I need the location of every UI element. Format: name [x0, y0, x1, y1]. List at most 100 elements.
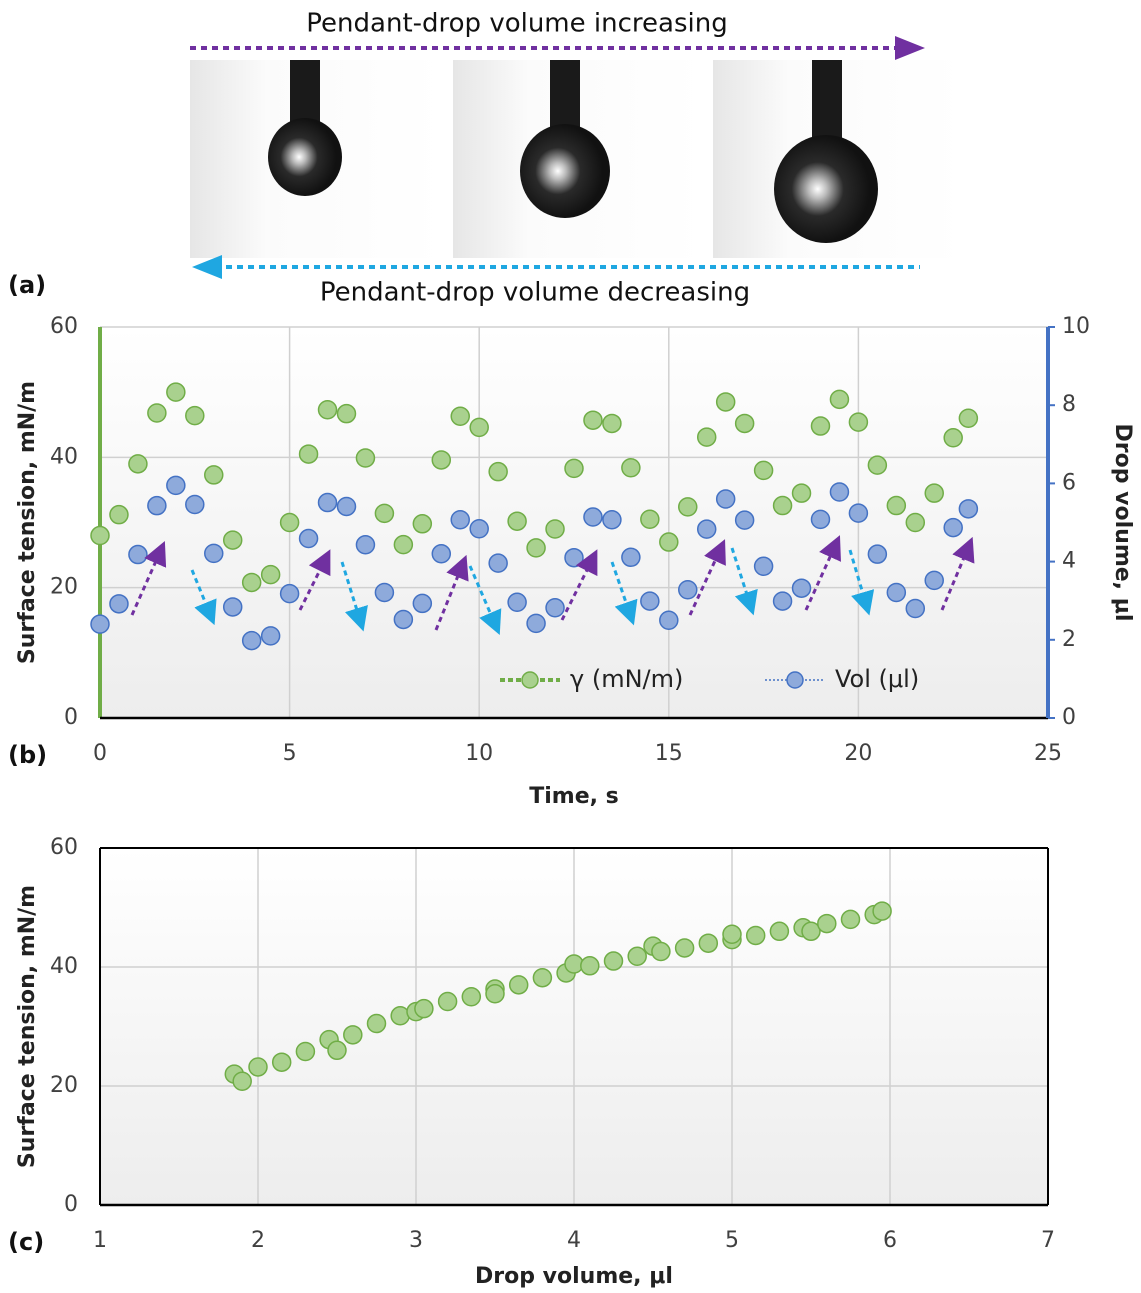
x-tick-label: 20 — [844, 741, 872, 766]
data-point — [696, 519, 717, 539]
data-point — [393, 534, 414, 555]
data-point — [583, 410, 603, 430]
data-point — [943, 428, 963, 448]
y2-tick-label: 2 — [1062, 627, 1076, 652]
data-point — [204, 465, 224, 485]
data-point — [232, 1071, 252, 1091]
data-point — [886, 582, 907, 603]
data-point — [336, 403, 357, 424]
data-point — [772, 495, 793, 516]
y-tick-label: 0 — [64, 705, 78, 730]
data-point — [355, 448, 376, 468]
y-axis-title: Surface tension, mN/m — [15, 885, 40, 1168]
data-point — [848, 503, 869, 523]
data-point — [469, 417, 489, 438]
data-point — [260, 564, 281, 585]
top-text: Pendant-drop volume increasing — [306, 9, 727, 39]
data-point — [791, 578, 812, 598]
data-point — [621, 458, 641, 478]
legend-marker — [786, 671, 804, 689]
y2-tick-label: 10 — [1062, 314, 1090, 339]
data-point — [450, 510, 470, 530]
x-tick-label: 7 — [1041, 1228, 1055, 1253]
arrow — [298, 549, 331, 611]
data-point — [412, 593, 433, 614]
data-point — [772, 591, 793, 611]
data-point — [678, 580, 698, 600]
data-point — [943, 517, 963, 538]
data-point — [431, 450, 452, 470]
data-point — [564, 547, 584, 568]
x-tick-label: 1 — [93, 1228, 107, 1253]
data-point — [128, 544, 148, 565]
data-point — [580, 956, 600, 976]
data-point — [867, 544, 888, 564]
data-point — [298, 444, 319, 464]
data-point — [461, 987, 482, 1007]
data-point — [674, 938, 695, 958]
data-point — [343, 1025, 363, 1045]
data-point — [603, 951, 624, 971]
data-point — [327, 1040, 347, 1061]
y-tick-label: 20 — [50, 1073, 78, 1098]
arrow — [130, 541, 167, 616]
data-point — [488, 461, 508, 482]
arrow — [468, 565, 502, 636]
plot-area — [100, 327, 1048, 718]
data-point — [829, 389, 850, 410]
data-point — [817, 913, 837, 934]
data-point — [769, 921, 790, 942]
data-point — [791, 483, 812, 503]
bottom-text: Pendant-drop volume decreasing — [320, 278, 750, 308]
legend-label: γ (mN/m) — [570, 665, 683, 693]
data-point — [204, 543, 224, 564]
data-point — [640, 591, 660, 611]
drop — [268, 118, 342, 196]
data-point — [241, 572, 262, 593]
y2-tick-label: 4 — [1062, 549, 1076, 574]
trend-arrows — [130, 535, 975, 636]
data-point — [109, 504, 129, 525]
data-point — [753, 460, 774, 481]
data-point — [355, 535, 376, 555]
data-point — [507, 511, 527, 531]
data-point — [745, 925, 766, 946]
y2-tick-label: 6 — [1062, 470, 1076, 495]
data-point — [640, 509, 660, 529]
data-point — [248, 1057, 268, 1077]
data-point — [659, 532, 679, 552]
x-tick-label: 5 — [725, 1228, 739, 1253]
data-point — [602, 510, 622, 530]
y2-tick-label: 0 — [1062, 705, 1076, 730]
data-point — [90, 525, 110, 546]
data-point — [147, 495, 167, 516]
x-tick-label: 25 — [1034, 741, 1062, 766]
data-point — [185, 494, 205, 515]
data-point — [241, 630, 262, 651]
data-point — [526, 538, 546, 558]
arrow — [848, 549, 875, 616]
panel-label: (a) — [8, 271, 46, 299]
data-point — [958, 499, 979, 519]
data-point — [905, 598, 926, 619]
x-tick-label: 2 — [251, 1228, 265, 1253]
data-point — [374, 582, 395, 603]
drop — [774, 135, 878, 243]
panel-label: (c) — [8, 1228, 44, 1256]
x-tick-label: 10 — [465, 741, 493, 766]
data-point — [872, 901, 892, 921]
data-point — [905, 512, 926, 533]
data-point — [659, 610, 679, 630]
arrow — [340, 561, 368, 632]
y-tick-label: 40 — [50, 954, 78, 979]
arrow — [190, 569, 217, 626]
y2-tick-label: 8 — [1062, 392, 1076, 417]
data-point — [801, 921, 821, 942]
arrow — [940, 536, 975, 611]
x-tick-label: 5 — [283, 741, 297, 766]
data-point — [166, 382, 186, 402]
data-point — [298, 528, 319, 549]
data-point — [564, 458, 584, 479]
data-point — [715, 392, 736, 412]
